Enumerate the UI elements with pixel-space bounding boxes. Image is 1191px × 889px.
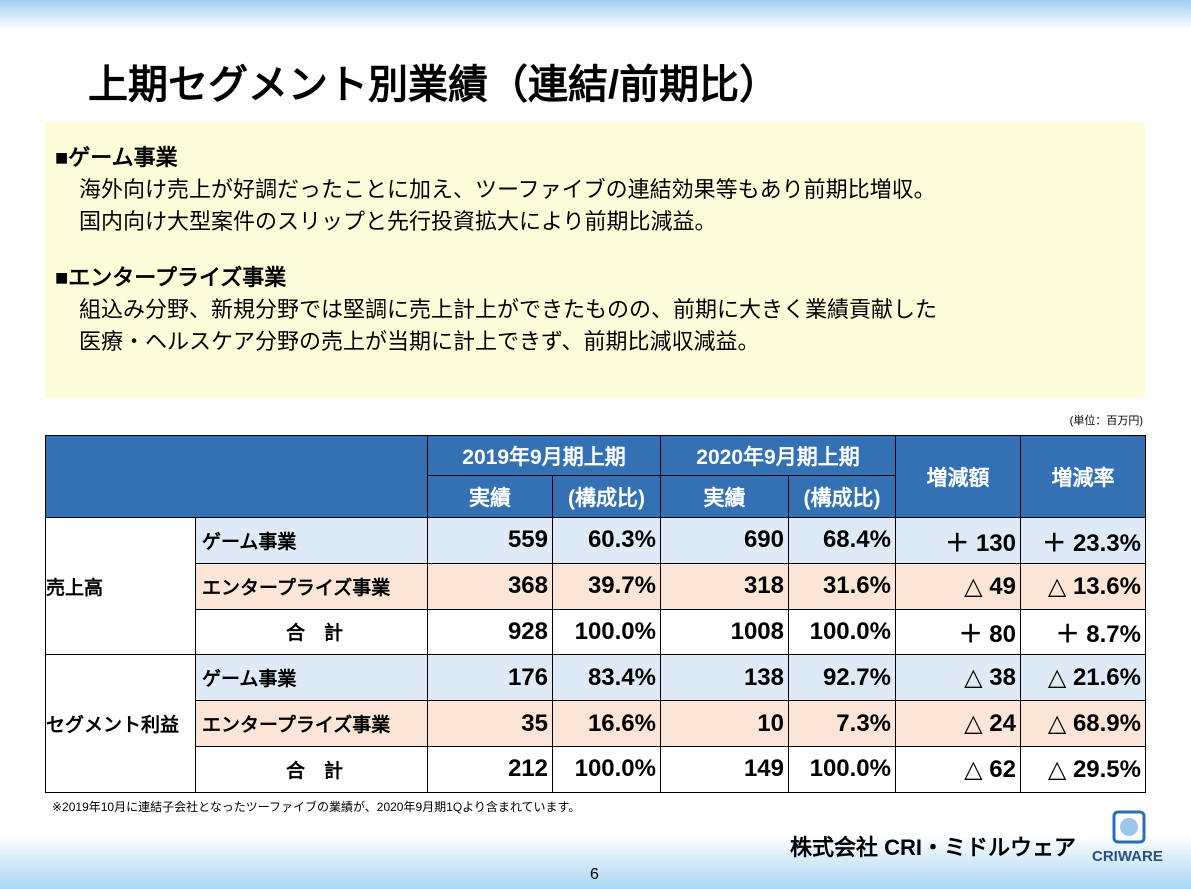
value-cell: △ 29.5% [1020,746,1146,793]
value-cell: 31.6% [788,562,896,610]
group-label: 売上高 [45,517,196,656]
value-cell: 928 [427,608,553,656]
value-cell: △ 62 [895,746,1021,793]
value-cell: △ 13.6% [1020,562,1146,610]
value-cell: 83.4% [552,654,661,702]
value-cell: 149 [660,746,789,793]
header-blank [45,435,428,518]
bottom-band [0,835,1191,889]
value-cell: 35 [427,700,553,747]
row-item: エンタープライズ事業 [195,700,428,747]
value-cell: 100.0% [552,608,661,656]
value-cell: ＋ 80 [895,608,1021,656]
value-cell: ＋ 23.3% [1020,517,1146,564]
summary-box: ■ゲーム事業海外向け売上が好調だったことに加え、ツーファイブの連結効果等もあり前… [45,122,1145,398]
value-cell: 368 [427,562,553,610]
value-cell: 100.0% [788,746,896,793]
page-number: 6 [590,866,599,883]
value-cell: 39.7% [552,562,661,610]
period-header: 2020年9月期上期 [660,435,896,476]
section-line: 組込み分野、新規分野では堅調に売上計上ができたものの、前期に大きく業績貢献した [79,297,938,322]
row-item: ゲーム事業 [195,654,428,702]
value-cell: 68.4% [788,517,896,564]
section-heading: ■ゲーム事業 [55,145,178,170]
value-cell: 60.3% [552,517,661,564]
subcol-header: 実績 [660,475,789,518]
footnote: ※2019年10月に連結子会社となったツーファイブの業績が、2020年9月期1Q… [52,800,581,814]
period-header: 2019年9月期上期 [427,435,661,476]
value-cell: △ 68.9% [1020,700,1146,747]
top-band [0,0,1191,30]
unit: (単位：百万円) [1069,415,1143,427]
value-cell: 16.6% [552,700,661,747]
value-cell: 138 [660,654,789,702]
value-cell: △ 49 [895,562,1021,610]
logo: CRIWARE [1092,848,1163,865]
value-cell: △ 38 [895,654,1021,702]
value-cell: 92.7% [788,654,896,702]
value-cell: 212 [427,746,553,793]
row-item: エンタープライズ事業 [195,562,428,610]
row-item: ゲーム事業 [195,517,428,564]
value-cell: 10 [660,700,789,747]
company: 株式会社 CRI・ミドルウェア [790,835,1077,860]
value-cell: ＋ 8.7% [1020,608,1146,656]
value-cell: 100.0% [788,608,896,656]
value-cell: 100.0% [552,746,661,793]
row-item: 合 計 [195,608,428,656]
value-cell: 7.3% [788,700,896,747]
value-cell: 1008 [660,608,789,656]
value-cell: △ 24 [895,700,1021,747]
group-label: セグメント利益 [45,654,196,793]
value-cell: 690 [660,517,789,564]
logo-icon [1112,810,1146,844]
subcol-header: (構成比) [788,475,896,518]
row-item: 合 計 [195,746,428,793]
value-cell: 176 [427,654,553,702]
value-cell: △ 21.6% [1020,654,1146,702]
title: 上期セグメント別業績（連結/前期比） [88,63,780,107]
section-line: 海外向け売上が好調だったことに加え、ツーファイブの連結効果等もあり前期比増収。 [79,177,936,202]
section-line: 国内向け大型案件のスリップと先行投資拡大により前期比減益。 [79,209,717,234]
value-cell: 559 [427,517,553,564]
value-cell: 318 [660,562,789,610]
subcol-header: (構成比) [552,475,661,518]
section-heading: ■エンタープライズ事業 [55,265,287,290]
section-line: 医療・ヘルスケア分野の売上が当期に計上できず、前期比減収減益。 [79,329,760,354]
value-cell: ＋ 130 [895,517,1021,564]
change-header: 増減率 [1020,435,1146,518]
subcol-header: 実績 [427,475,553,518]
change-header: 増減額 [895,435,1021,518]
